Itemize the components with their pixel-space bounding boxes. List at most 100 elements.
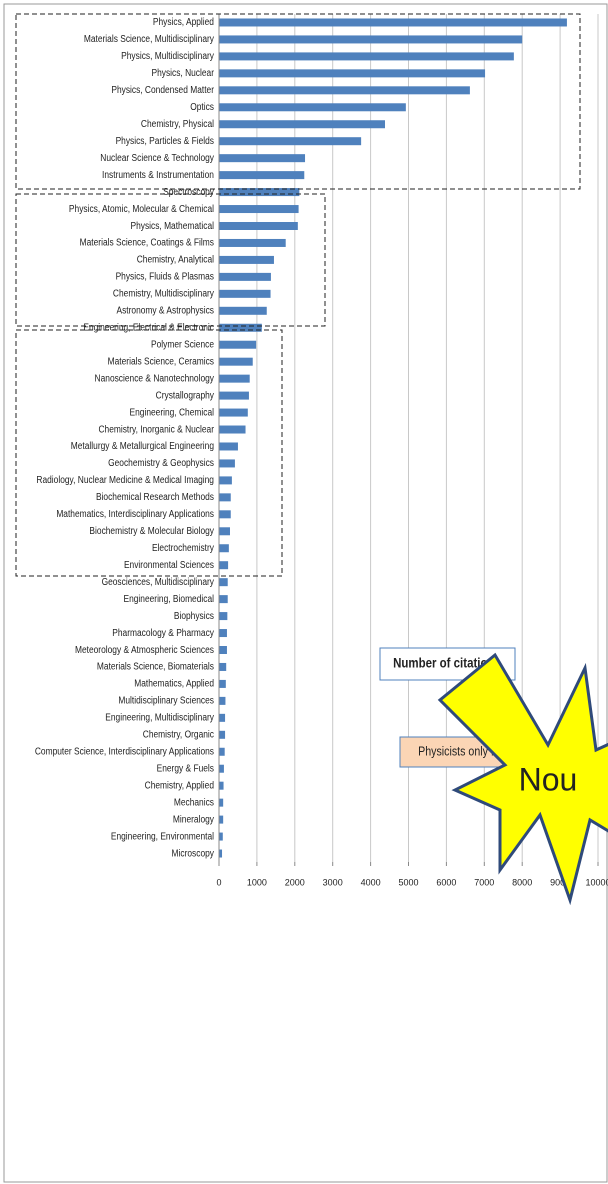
bar xyxy=(219,459,235,468)
category-label: Physics, Multidisciplinary xyxy=(121,50,214,62)
bar xyxy=(219,662,227,671)
bar xyxy=(219,391,249,400)
category-label: Mechanics xyxy=(174,797,214,809)
x-tick-label: 1000 xyxy=(247,877,267,887)
category-label: Environmental Sciences xyxy=(124,559,214,571)
bar xyxy=(219,35,523,44)
category-label: Optics xyxy=(190,101,214,113)
annotation: Number of citations xyxy=(393,655,501,671)
category-label: Physics, Mathematical xyxy=(130,220,214,232)
category-label: Chemistry, Analytical xyxy=(137,254,214,266)
category-label: Physics, Atomic, Molecular & Chemical xyxy=(69,203,214,215)
category-label: Physics, Fluids & Plasmas xyxy=(116,271,215,283)
bar xyxy=(219,544,229,553)
category-label: Chemistry, Organic xyxy=(143,729,214,741)
category-label: Physics, Nuclear xyxy=(151,67,214,79)
bar xyxy=(219,527,230,536)
category-label: Biochemical Research Methods xyxy=(96,491,214,503)
bar xyxy=(219,255,274,264)
bar xyxy=(219,781,224,790)
bar xyxy=(219,578,228,587)
bar xyxy=(219,289,271,298)
x-tick-label: 2000 xyxy=(285,877,305,887)
category-label: Instruments & Instrumentation xyxy=(102,169,214,181)
bar xyxy=(219,730,226,739)
category-label: Engineering, Biomedical xyxy=(123,593,214,605)
bar xyxy=(219,408,248,417)
bar xyxy=(219,442,238,451)
category-label: Chemistry, Inorganic & Nuclear xyxy=(98,423,214,435)
category-label: Engineering, Electrical & Electronic xyxy=(83,322,214,334)
x-tick-label: 5000 xyxy=(398,877,418,887)
category-labels: Physics, Applied Materials Science, Multi… xyxy=(35,16,214,859)
bar xyxy=(219,120,386,129)
bar xyxy=(219,595,228,604)
category-label: Computer Science, Interdisciplinary Appl… xyxy=(35,746,214,758)
category-label: Engineering, Environmental xyxy=(111,831,214,843)
bars xyxy=(219,18,567,858)
category-label: Chemistry, Physical xyxy=(141,118,214,130)
x-tick-label: 0 xyxy=(216,877,221,887)
category-label: Materials Science, Ceramics xyxy=(108,356,215,368)
bar xyxy=(219,374,250,383)
category-label: Mathematics, Interdisciplinary Applicati… xyxy=(56,508,214,520)
category-label: Spectroscopy xyxy=(163,186,214,198)
bar xyxy=(219,815,224,824)
x-tick-label: 6000 xyxy=(436,877,456,887)
bar xyxy=(219,137,362,146)
category-label: Multidisciplinary Sciences xyxy=(118,695,214,707)
bar xyxy=(219,171,305,180)
starburst xyxy=(437,652,608,906)
x-tick-label: 8000 xyxy=(512,877,532,887)
x-tick-label: 4000 xyxy=(361,877,381,887)
category-label: Mineralogy xyxy=(173,814,214,826)
bar xyxy=(219,18,567,27)
x-tick-label: 7000 xyxy=(474,877,494,887)
bar xyxy=(219,52,514,61)
x-tick-label: 9000 xyxy=(550,877,570,887)
category-label: Chemistry, Multidisciplinary xyxy=(113,288,214,300)
bar xyxy=(219,493,231,502)
bar xyxy=(219,357,253,366)
category-label: Chemistry, Applied xyxy=(145,780,214,792)
category-label: Physics, Particles & Fields xyxy=(116,135,215,147)
x-tick-label: 10000 xyxy=(585,877,608,887)
category-label: Polymer Science xyxy=(151,339,214,351)
category-label: Astronomy & Astrophysics xyxy=(117,305,215,317)
category-label: Microscopy xyxy=(172,847,215,859)
bar xyxy=(219,69,486,78)
bar xyxy=(219,425,246,434)
bar xyxy=(219,646,227,654)
category-label: Biophysics xyxy=(174,610,214,622)
category-label: Materials Science, Coatings & Films xyxy=(80,237,215,249)
category-label: Engineering, Multidisciplinary xyxy=(105,712,214,724)
category-label: Materials Science, Biomaterials xyxy=(97,661,214,673)
bar xyxy=(219,238,286,247)
bar xyxy=(219,188,300,197)
bar xyxy=(219,103,406,112)
category-label: Mathematics, Applied xyxy=(134,678,214,690)
bar xyxy=(219,713,226,722)
category-label: Nuclear Science & Technology xyxy=(100,152,214,164)
category-label: Meteorology & Atmospheric Sciences xyxy=(75,644,214,656)
category-label: Crystallography xyxy=(156,390,215,402)
bar xyxy=(219,154,306,163)
bar xyxy=(219,629,227,638)
category-label: Geochemistry & Geophysics xyxy=(108,457,214,469)
group-box xyxy=(15,193,326,327)
category-label: Radiology, Nuclear Medicine & Medical Im… xyxy=(36,474,214,486)
category-label: Biochemistry & Molecular Biology xyxy=(89,525,214,537)
category-label: Energy & Fuels xyxy=(157,763,215,775)
bar xyxy=(219,86,470,95)
bar xyxy=(219,323,262,332)
bar xyxy=(219,340,257,349)
bar xyxy=(219,222,298,230)
bar xyxy=(219,272,271,281)
category-label: Geosciences, Multidisciplinary xyxy=(102,576,215,588)
bar xyxy=(219,679,226,688)
category-label: Nanoscience & Nanotechnology xyxy=(95,373,215,385)
group-box xyxy=(15,329,283,577)
bar xyxy=(219,306,267,315)
category-label: Physics, Applied xyxy=(153,16,214,28)
